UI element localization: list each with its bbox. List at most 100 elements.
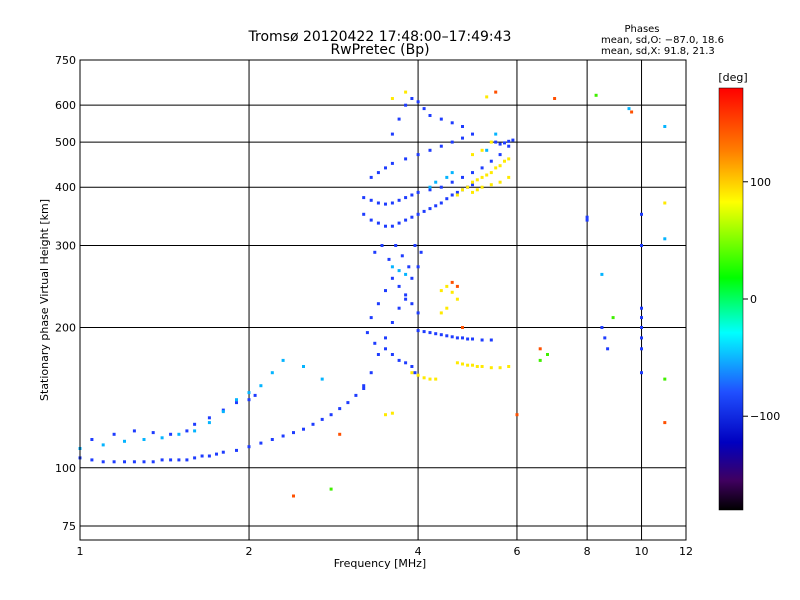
data-point (160, 458, 164, 462)
data-point (422, 107, 426, 111)
data-point (235, 448, 238, 452)
data-point (390, 161, 394, 165)
data-point (404, 297, 408, 301)
data-point (329, 413, 333, 417)
data-point (498, 164, 502, 168)
data-point (445, 175, 449, 179)
data-point (489, 183, 493, 187)
data-point (494, 90, 498, 94)
data-point (480, 365, 484, 368)
data-point (384, 347, 387, 351)
data-point (663, 237, 667, 241)
data-point (546, 353, 549, 356)
data-point (445, 306, 449, 310)
data-point (445, 197, 449, 201)
data-point (640, 326, 643, 329)
data-point (142, 460, 146, 464)
data-point (373, 341, 377, 345)
data-point (663, 377, 667, 381)
data-point (466, 363, 470, 367)
data-point (346, 401, 350, 405)
data-point (494, 166, 498, 170)
data-point (404, 196, 408, 200)
data-point (455, 297, 459, 301)
data-point (450, 335, 454, 339)
data-point (640, 371, 643, 375)
data-point (362, 196, 366, 200)
data-point (384, 413, 387, 417)
data-point (450, 140, 454, 144)
data-point (494, 140, 498, 144)
data-point (471, 337, 474, 341)
data-point (384, 224, 387, 228)
data-point (434, 332, 438, 336)
data-point (434, 204, 438, 208)
data-point (373, 250, 377, 254)
data-point (498, 366, 502, 370)
y-tick-label: 400 (55, 181, 76, 194)
x-axis-label: Frequency [MHz] (334, 557, 426, 570)
data-point (281, 434, 285, 438)
data-point (471, 180, 474, 184)
data-point (480, 338, 484, 342)
data-point (450, 193, 454, 197)
data-point (132, 460, 136, 464)
data-point (404, 293, 408, 297)
data-point (390, 265, 394, 269)
data-point (185, 458, 189, 462)
data-point (390, 411, 394, 415)
data-point (160, 436, 164, 440)
colorbar-tick-label: 100 (750, 176, 771, 189)
data-point (461, 336, 464, 340)
data-point (169, 458, 173, 462)
data-point (439, 185, 443, 189)
data-point (640, 336, 643, 340)
data-point (397, 306, 401, 310)
stats-x-mode: mean, sd,X: 91.8, 21.3 (601, 46, 715, 57)
colorbar (718, 87, 744, 511)
data-point (439, 201, 443, 205)
data-point (390, 353, 394, 356)
data-point (320, 417, 324, 421)
data-point (461, 362, 464, 366)
data-point (450, 121, 454, 125)
data-point (507, 144, 511, 148)
x-tick-label: 8 (584, 545, 591, 558)
data-point (404, 218, 408, 222)
data-point (450, 280, 454, 284)
data-point (600, 326, 604, 329)
data-point (369, 218, 373, 222)
data-point (419, 250, 423, 254)
data-point (471, 153, 474, 157)
data-point (376, 201, 380, 205)
data-point (471, 132, 474, 136)
data-point (270, 371, 274, 375)
data-point (480, 175, 484, 179)
plot-frame (79, 59, 687, 541)
data-point (354, 393, 358, 397)
data-point (376, 221, 380, 225)
y-tick-label: 600 (55, 99, 76, 112)
data-point (553, 97, 557, 100)
data-point (410, 97, 414, 100)
data-point (404, 272, 408, 276)
data-point (376, 353, 380, 356)
x-tick-label: 12 (679, 545, 693, 558)
data-point (507, 175, 511, 179)
data-point (112, 460, 116, 464)
data-point (362, 212, 366, 216)
data-point (193, 456, 197, 460)
data-point (511, 138, 515, 142)
data-point (365, 331, 369, 335)
data-point (434, 180, 438, 184)
data-point (338, 407, 342, 411)
data-point (416, 311, 420, 315)
data-point (507, 365, 511, 368)
data-point (439, 289, 443, 293)
data-point (600, 272, 604, 276)
data-point (507, 157, 511, 161)
data-point (193, 429, 197, 433)
data-point (450, 171, 454, 175)
